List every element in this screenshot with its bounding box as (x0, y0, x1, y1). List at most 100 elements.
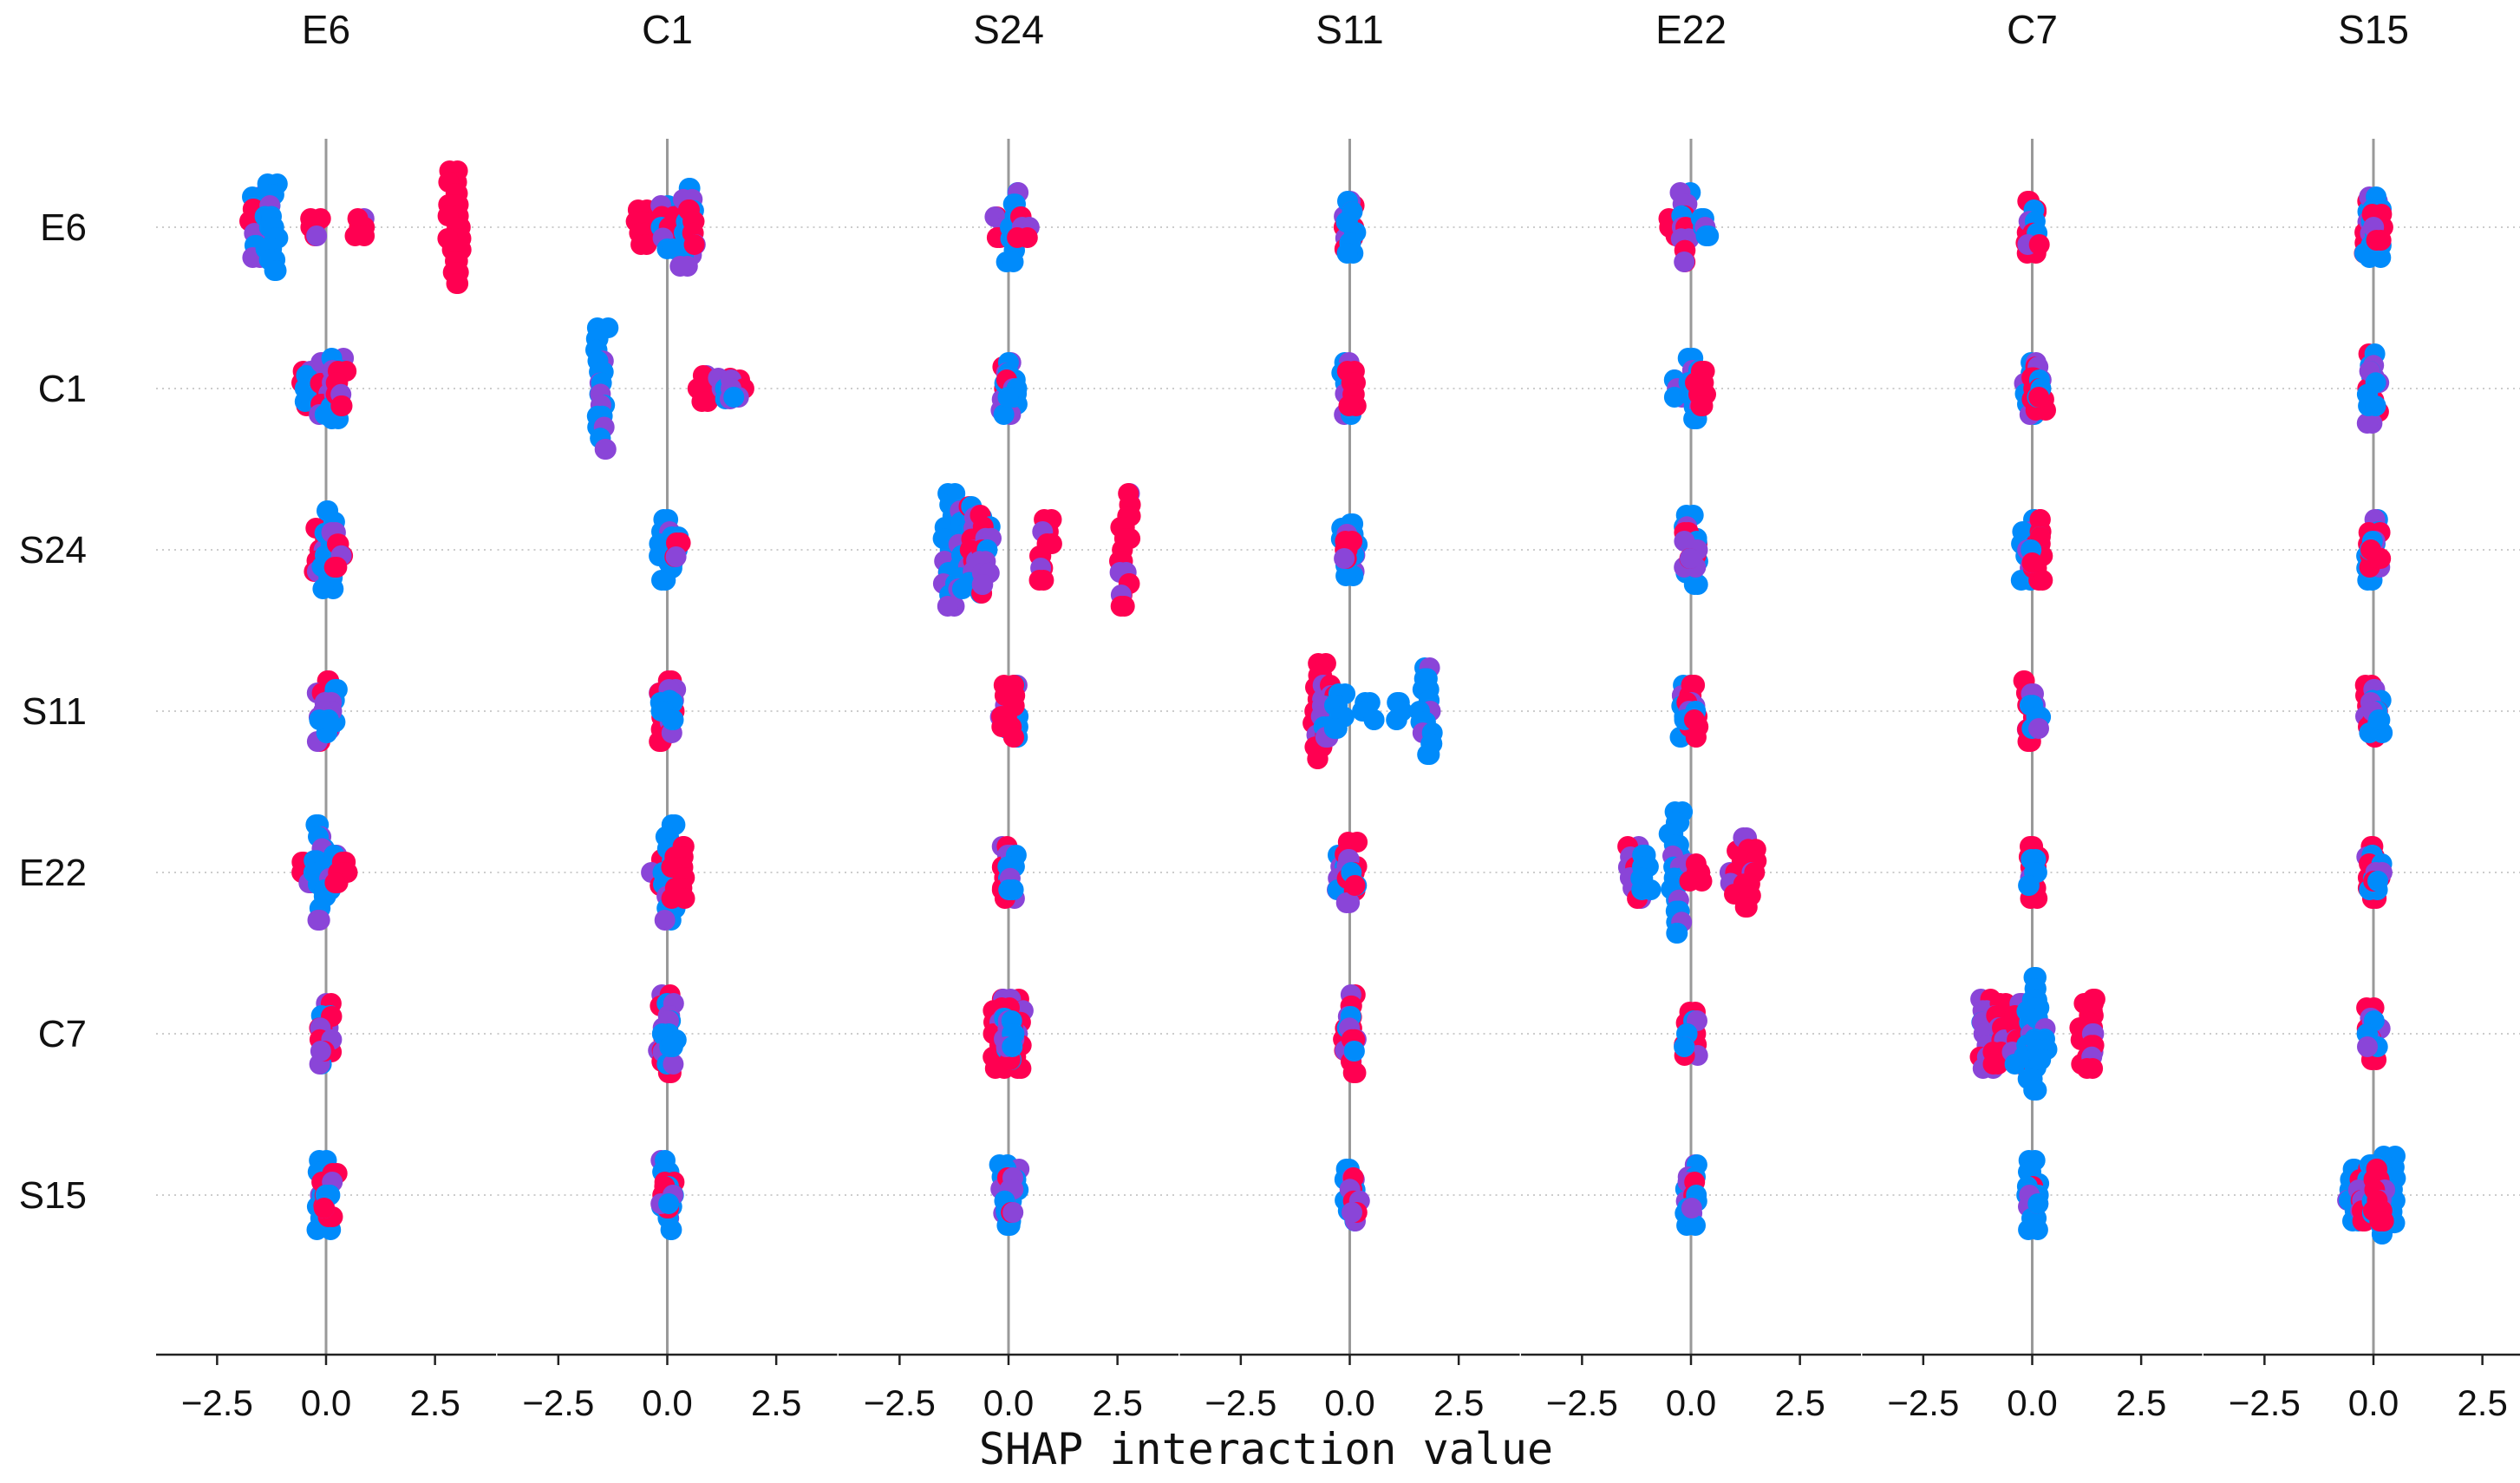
x-axis-label: SHAP interaction value (979, 1424, 1553, 1474)
panel-title-layer: E6 C1 S24 S11 E22 C7 S15 (302, 7, 2409, 52)
shap-point (310, 1041, 331, 1062)
shap-point (1685, 1215, 1706, 1236)
shap-point (1343, 1041, 1365, 1062)
x-tick-label: −2.5 (1887, 1382, 1959, 1423)
shap-point (2028, 718, 2049, 739)
shap-point (1002, 252, 1024, 272)
x-tick-label: 0.0 (2348, 1382, 2399, 1423)
x-tick-label: −2.5 (181, 1382, 253, 1423)
shap-point (665, 546, 687, 567)
shap-point (1674, 252, 1695, 272)
shap-point (2356, 413, 2378, 434)
row-label-layer: E6 C1 S24 S11 E22 C7 S15 (19, 206, 87, 1217)
shap-point (1334, 548, 1355, 569)
shap-point (2367, 548, 2388, 569)
shap-point (697, 391, 719, 412)
shap-point (1681, 1198, 1702, 1218)
shap-point (1734, 897, 1756, 918)
shap-point (655, 570, 676, 591)
x-tick-label: 2.5 (2457, 1382, 2507, 1423)
x-tick-label: 0.0 (2007, 1382, 2057, 1423)
x-tick-label: −2.5 (522, 1382, 594, 1423)
shap-point (2359, 247, 2380, 268)
shap-point (1363, 709, 1385, 730)
shap-point (1680, 548, 1701, 569)
shap-point (2023, 1080, 2045, 1101)
x-tick-label: 0.0 (1666, 1382, 1716, 1423)
shap-point (2368, 709, 2390, 730)
shap-point (1307, 748, 1329, 769)
shap-point (1683, 709, 1705, 730)
shap-point (1335, 565, 1357, 586)
shap-point (265, 260, 287, 281)
x-tick-label: 2.5 (751, 1382, 801, 1423)
row-label: E22 (19, 852, 87, 894)
shap-point (723, 387, 745, 408)
row-label: C7 (38, 1013, 87, 1055)
shap-point (2018, 875, 2040, 896)
shap-point (663, 709, 684, 730)
shap-point (1007, 227, 1028, 248)
shap-point (1982, 1054, 2004, 1075)
shap-point (2030, 1049, 2052, 1070)
x-tick-label: 2.5 (409, 1382, 460, 1423)
axis-layer: −2.5 0.0 2.5 −2.5 0.0 2.5 −2.5 0.0 2.5 −2.5 0.0 2.5… (156, 1353, 2520, 1423)
x-tick-label: 0.0 (301, 1382, 351, 1423)
shap-point (683, 234, 705, 255)
row-label: S24 (19, 529, 87, 572)
row-label: E6 (40, 206, 87, 249)
x-tick-label: 2.5 (1774, 1382, 1825, 1423)
shap-point (1002, 1202, 1024, 1223)
shap-point (595, 439, 617, 460)
shap-point (1002, 1036, 1023, 1057)
points-layer (239, 160, 2406, 1245)
shap-point (997, 387, 1019, 408)
shap-point (317, 709, 339, 730)
panel-title: S15 (2338, 7, 2409, 52)
shap-point (1336, 243, 1358, 264)
shap-point (1674, 1036, 1695, 1057)
shap-point (2365, 395, 2386, 416)
shap-point (972, 574, 994, 595)
shap-point (323, 557, 345, 578)
shap-point (344, 225, 366, 246)
panel-title: C7 (2007, 7, 2058, 52)
panel-title: E6 (302, 7, 350, 52)
shap-point (2369, 1211, 2391, 1231)
shap-point (1344, 875, 1366, 896)
shap-point (2028, 387, 2050, 408)
shap-point (937, 596, 958, 617)
x-tick-label: 0.0 (642, 1382, 692, 1423)
shap-point (658, 1193, 680, 1214)
shap-point (1695, 225, 1717, 246)
panel-title: S11 (1315, 7, 1383, 52)
x-tick-label: −2.5 (864, 1382, 936, 1423)
shap-point (654, 910, 676, 931)
row-label: C1 (38, 368, 87, 410)
shap-point (313, 1198, 335, 1218)
x-tick-label: 2.5 (2116, 1382, 2166, 1423)
shap-point (1028, 570, 1050, 591)
shap-point (324, 872, 346, 893)
x-tick-label: 2.5 (1092, 1382, 1142, 1423)
shap-point (1685, 727, 1707, 748)
shap-point (312, 578, 334, 599)
shap-point (2028, 234, 2050, 255)
shap-point (1342, 1062, 1364, 1083)
shap-point (1338, 395, 1360, 416)
row-label: S15 (19, 1174, 87, 1217)
shap-point (1386, 709, 1407, 730)
panel-title: S24 (973, 7, 1044, 52)
shap-point (2367, 871, 2388, 892)
shap-point (1690, 395, 1712, 416)
shap-point (330, 395, 352, 416)
panel-title: E22 (1655, 7, 1727, 52)
shap-point (1342, 1202, 1362, 1223)
shap-point (1683, 574, 1705, 595)
x-tick-label: 0.0 (983, 1382, 1034, 1423)
row-label: S11 (22, 690, 87, 733)
shap-point (674, 888, 695, 909)
shap-point (307, 910, 329, 931)
shap-point (663, 1054, 684, 1075)
shap-point (2076, 1058, 2098, 1079)
